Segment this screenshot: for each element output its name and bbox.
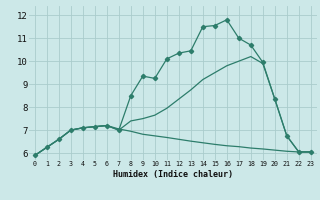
X-axis label: Humidex (Indice chaleur): Humidex (Indice chaleur) — [113, 170, 233, 179]
